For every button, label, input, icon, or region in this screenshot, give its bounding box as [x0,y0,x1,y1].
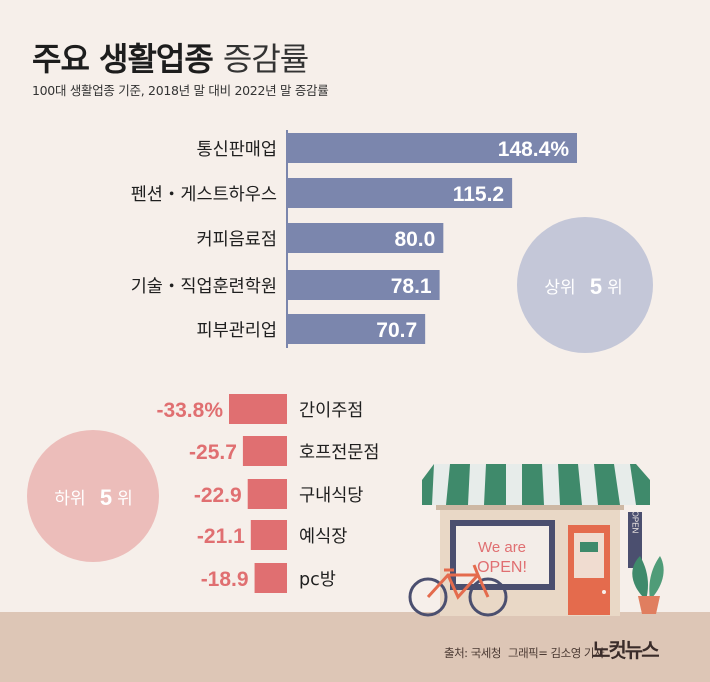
top-circle [517,217,653,353]
bar-value-label: -22.9 [194,484,242,507]
nocut-logo: 노컷뉴스 [592,638,660,662]
bar [247,479,287,509]
category-label: 펜션・게스트하우스 [131,185,277,205]
bar-value-label: -21.1 [197,525,245,548]
bar [254,563,287,593]
bar [250,520,287,550]
bar [229,394,287,424]
bar-value-label: -33.8% [156,399,223,422]
category-label: 피부관리업 [197,321,278,341]
store-ledge [436,504,624,510]
top-badge-unit: 위 [607,278,623,297]
door-knob [602,590,606,594]
plant-leaf-1 [632,556,648,600]
sign-line2: OPEN! [477,559,527,576]
top-badge-text: 상위 [544,278,575,297]
bottom-badge-num: 5 [100,485,112,510]
bar-value-label: 70.7 [376,319,417,342]
category-label: 예식장 [299,527,347,547]
bottom-circle [27,430,159,562]
title-bold: 주요 생활업종 [32,40,214,78]
bar-value-label: -18.9 [201,568,249,591]
bar [287,133,577,163]
bike-wheel-front [468,577,508,617]
awning-stripes [432,464,636,505]
category-label: 커피음료점 [197,230,278,250]
door-glass [574,533,604,578]
bike-wheel-back [408,577,448,617]
bars-group: 148.4% 통신판매업 115.2 펜션・게스트하우스 80.0 커피음료점 78.1 기술… [131,133,577,593]
bar-value-label: 78.1 [391,275,432,298]
category-label: 호프전문점 [299,443,380,463]
title-light: 증감률 [222,40,309,78]
vertical-sign-text: OPEN [631,511,640,534]
source-text: 출처: 국세청 [444,646,501,660]
top-badge-num: 5 [590,274,602,299]
store-illustration: We are OPEN! OPEN [408,464,664,617]
graphic-credit: 그래픽= 김소영 기자 [508,646,605,660]
vertical-sign [628,512,642,568]
ground-strip [0,612,710,682]
bar [287,223,444,253]
bar [287,178,513,208]
category-label: 기술・직업훈련학원 [131,277,277,297]
bar-value-label: 80.0 [394,228,435,251]
bar [242,436,287,466]
category-label: pc방 [299,570,336,590]
bar-value-label: 148.4% [498,138,570,161]
chart-title: 주요 생활업종 증감률 [32,34,309,80]
bottom-badge-text: 하위 [54,489,85,508]
door-sign [580,542,598,552]
bottom-badge-unit: 위 [117,489,133,508]
bar [287,314,426,344]
category-label: 구내식당 [299,486,363,506]
chart-subtitle: 100대 생활업종 기준, 2018년 말 대비 2022년 말 증감률 [32,83,329,98]
bar-value-label: 115.2 [453,183,504,206]
sign-line1: We are [478,539,526,556]
bike-frame [426,564,490,600]
bar [287,270,440,300]
bar-value-label: -25.7 [189,441,237,464]
category-label: 통신판매업 [197,140,278,160]
category-label: 간이주점 [299,401,363,421]
plant-pot [638,596,660,614]
plant-leaf-2 [649,556,664,600]
